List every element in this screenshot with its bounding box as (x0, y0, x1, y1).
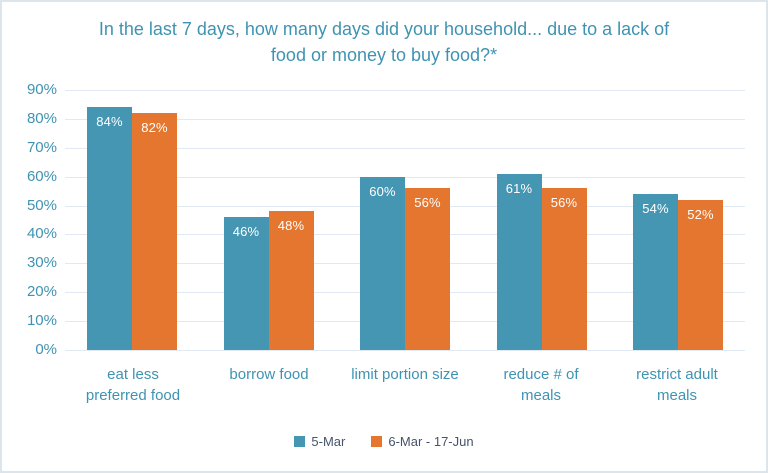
bar-6-mar-17-jun: 56% (541, 188, 587, 350)
bar-5-mar: 84% (87, 107, 132, 350)
bar-value-label: 56% (414, 195, 441, 211)
bars-container: 84% 82% 46% 48% 60% 56% 61% 56% 54% 52% (65, 90, 745, 350)
legend-label-5-mar: 5-Mar (311, 434, 346, 449)
bar-6-mar-17-jun: 56% (405, 188, 450, 350)
y-tick-label: 0% (35, 341, 57, 358)
bar-value-label: 84% (96, 114, 123, 130)
bar-6-mar-17-jun: 48% (268, 211, 314, 350)
bar-value-label: 56% (550, 195, 578, 211)
y-tick-label: 90% (26, 81, 57, 98)
y-tick-label: 40% (26, 225, 57, 243)
x-axis-labels: eat less preferred food borrow food limit … (65, 364, 745, 410)
bar-value-label: 82% (141, 120, 168, 136)
y-tick-label: 70% (26, 138, 57, 156)
plot-area: 0% 10% 20% 30% 40% 50% 60% 70% 80% 90% 84% 82% 46% 4… (27, 81, 745, 358)
legend-swatch-5-mar-icon (294, 436, 306, 447)
bar-group: 60% 56% (360, 90, 450, 350)
bar-group: 46% 48% (223, 90, 314, 350)
legend-label-6-mar-17-jun: 6-Mar - 17-Jun (388, 434, 474, 449)
chart-title: In the last 7 days, how many days did yo… (98, 19, 670, 65)
bar-group: 54% 52% (633, 90, 723, 350)
gridline (65, 118, 745, 120)
x-category-label: restrict adult meals (636, 366, 718, 404)
bar-value-label: 52% (687, 206, 714, 222)
y-tick-label: 60% (26, 167, 57, 185)
legend-item-6-mar-17-jun: 6-Mar - 17-Jun (371, 434, 474, 449)
x-category-label: reduce # of meals (503, 366, 579, 404)
bar-value-label: 54% (642, 201, 669, 216)
bar-value-label: 61% (505, 180, 533, 196)
y-tick-label: 20% (26, 283, 57, 301)
bar-6-mar-17-jun: 52% (678, 199, 723, 350)
x-category-label: limit portion size (351, 366, 459, 383)
bar-5-mar: 46% (223, 217, 269, 350)
bar-5-mar: 60% (360, 176, 405, 350)
gridline (65, 90, 745, 91)
x-category-label: eat less preferred food (85, 366, 181, 404)
gridline (65, 350, 745, 351)
bar-group: 84% 82% (87, 90, 177, 350)
bar-5-mar: 61% (496, 173, 542, 350)
bar-value-label: 60% (369, 183, 396, 199)
bar-group: 61% 56% (496, 90, 587, 350)
gridline (65, 176, 745, 178)
bar-value-label: 48% (277, 218, 305, 234)
y-tick-label: 80% (26, 109, 57, 127)
x-category-label: borrow food (229, 366, 309, 383)
y-tick-label: 30% (26, 254, 57, 272)
legend: 5-Mar 6-Mar - 17-Jun (2, 434, 766, 449)
bar-value-label: 46% (232, 224, 260, 240)
y-tick-label: 10% (26, 312, 57, 330)
bar-5-mar: 54% (633, 194, 678, 350)
gridline (65, 147, 745, 149)
y-tick-label: 50% (26, 196, 57, 214)
legend-swatch-6-mar-17-jun-icon (371, 436, 383, 447)
legend-item-5-mar: 5-Mar (294, 434, 345, 449)
bar-6-mar-17-jun: 82% (132, 113, 177, 350)
